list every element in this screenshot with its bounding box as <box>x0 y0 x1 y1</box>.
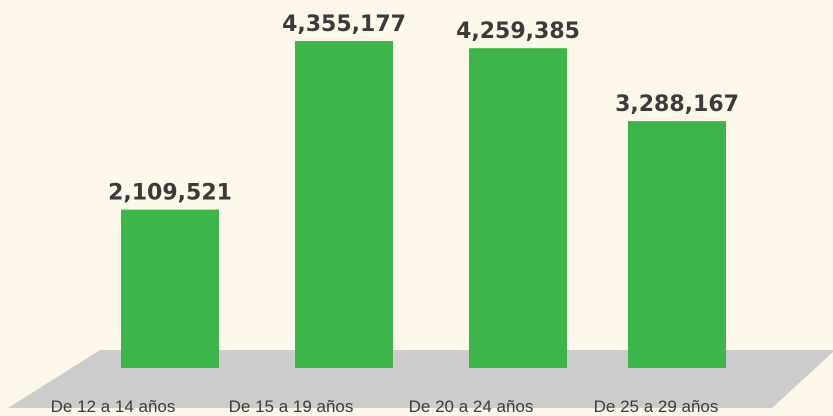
value-label: 3,288,167 <box>615 92 739 117</box>
x-tick-label: De 20 a 24 años <box>409 397 534 416</box>
x-tick-label: De 25 a 29 años <box>594 397 719 416</box>
value-label: 4,355,177 <box>282 12 406 37</box>
x-tick-label: De 12 a 14 años <box>51 397 176 416</box>
value-label: 4,259,385 <box>456 19 580 44</box>
bar <box>469 48 567 369</box>
value-label: 2,109,521 <box>108 181 232 206</box>
x-tick-label: De 15 a 19 años <box>229 397 354 416</box>
bar <box>628 121 726 368</box>
bar <box>121 209 219 368</box>
bar <box>295 41 393 368</box>
